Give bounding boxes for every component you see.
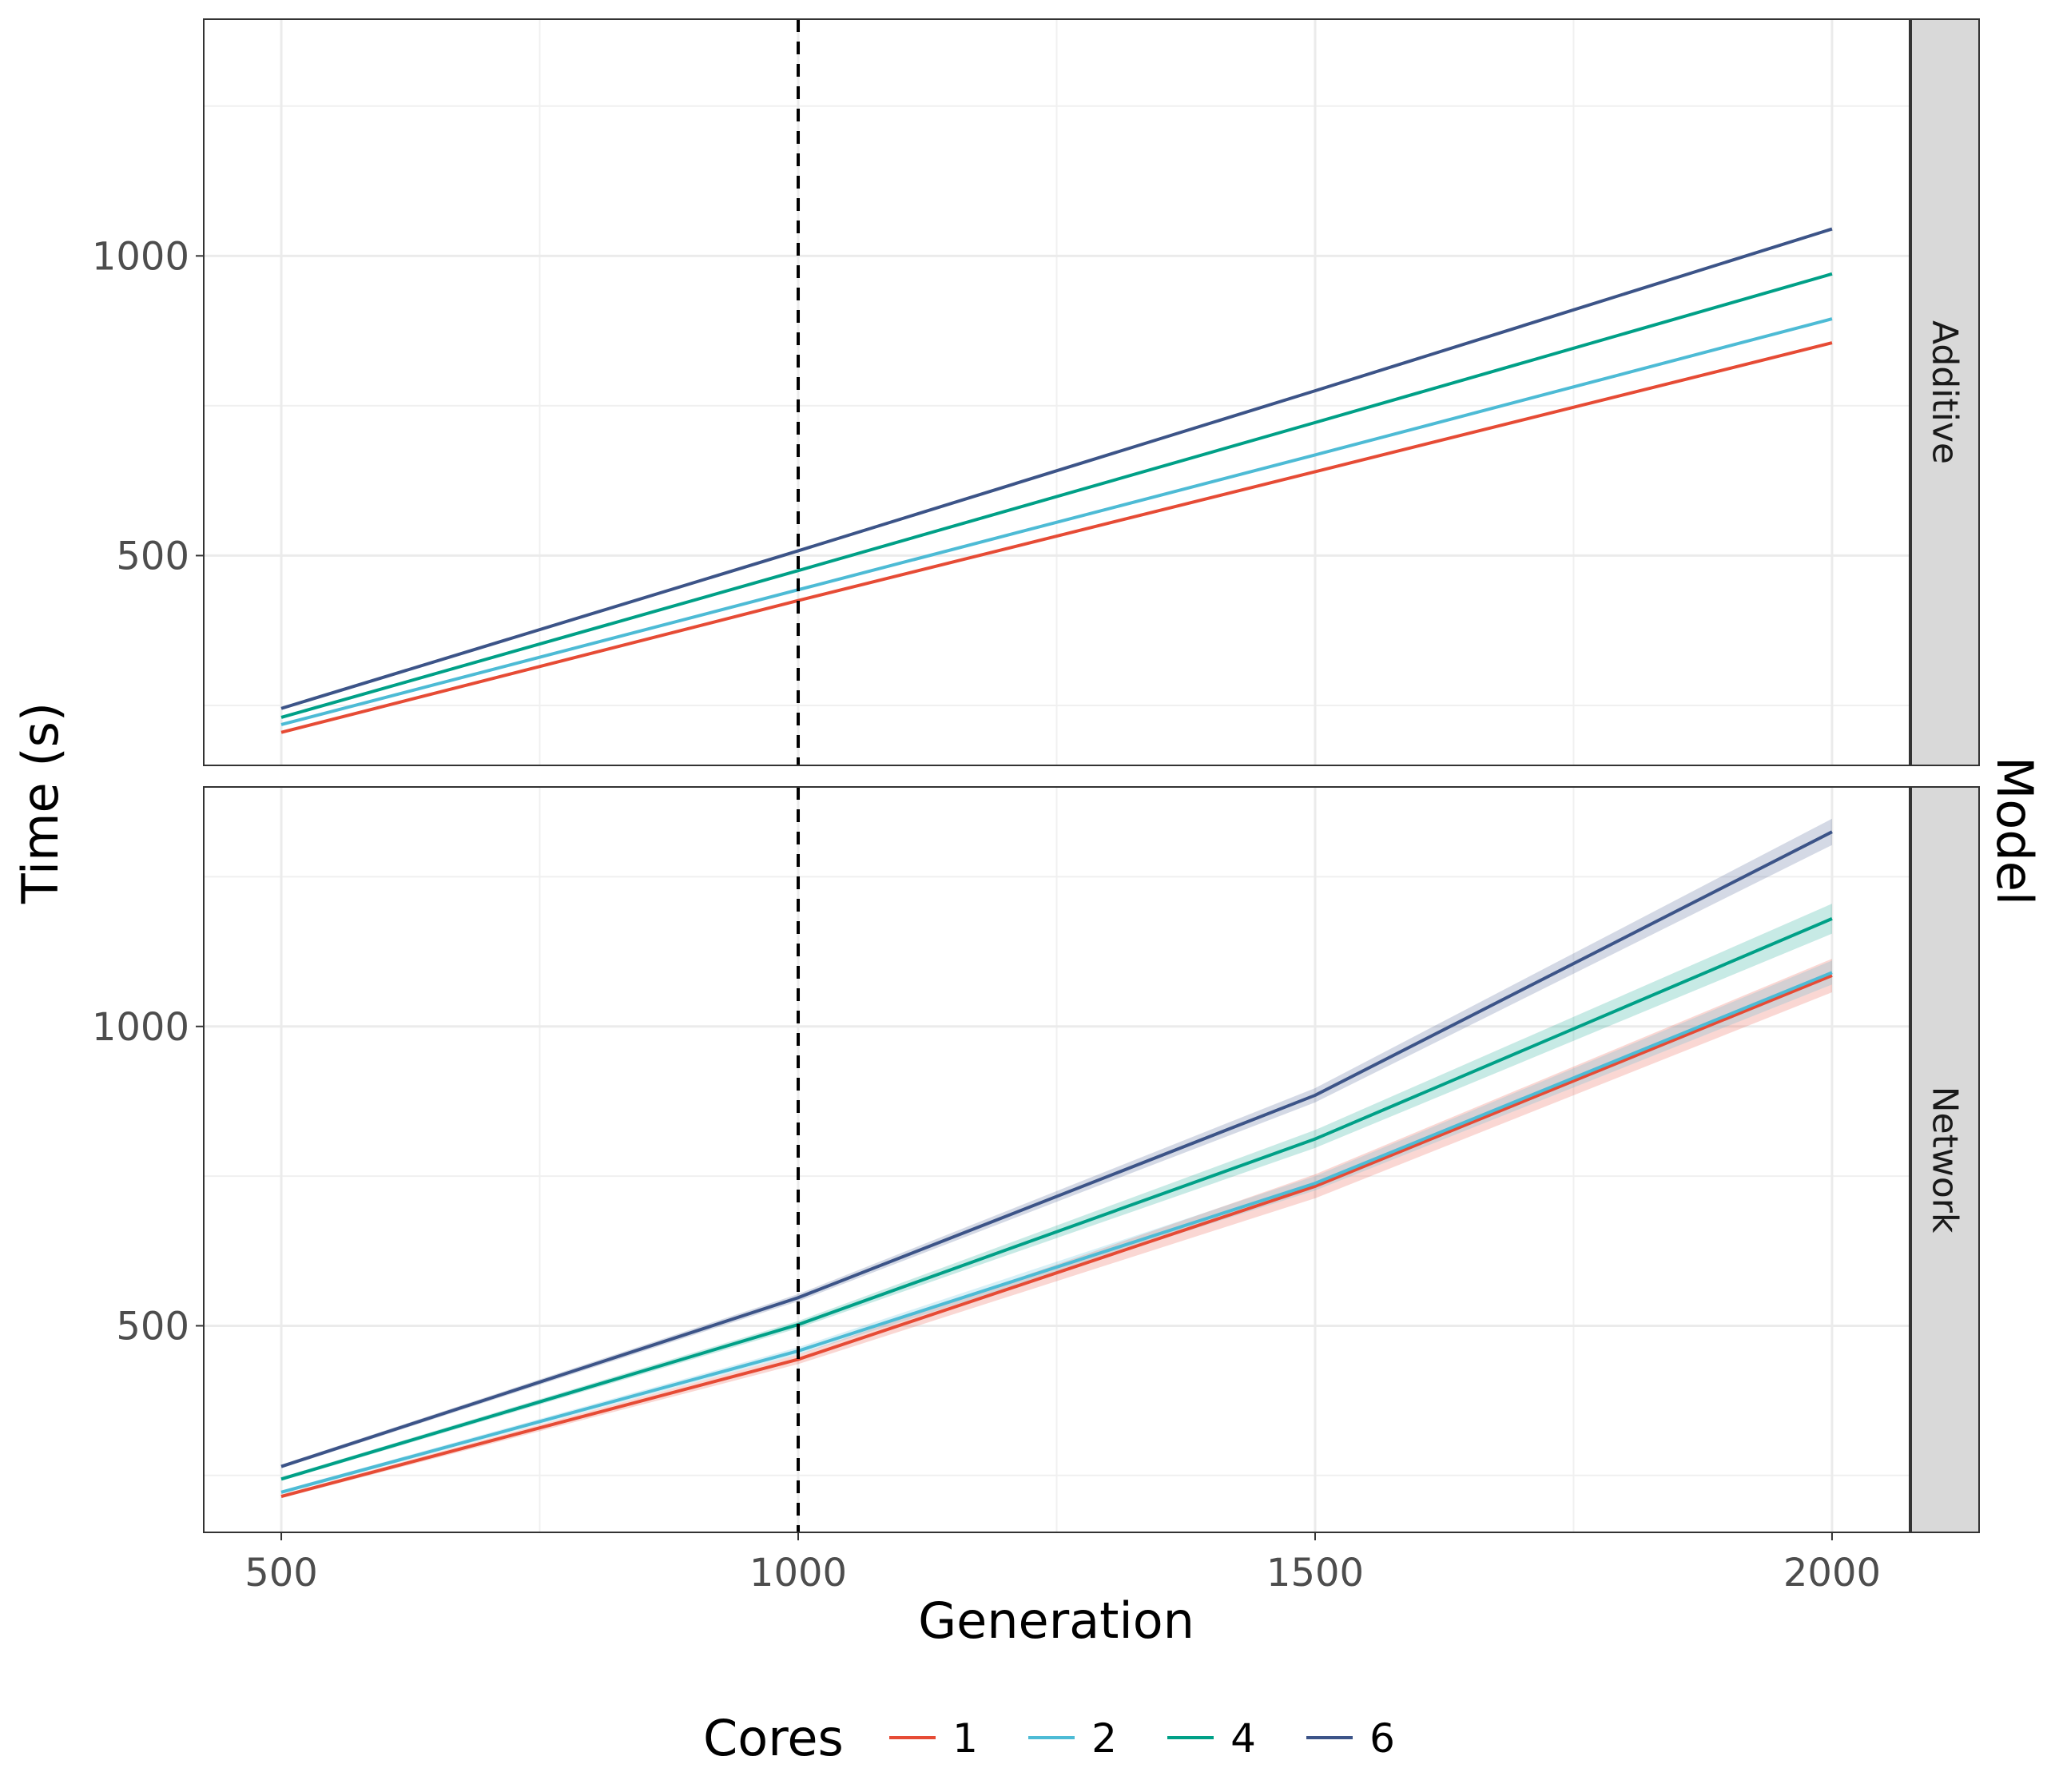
panel-border: [203, 786, 1910, 1533]
legend: Cores 1 2 4 6: [703, 1709, 1395, 1767]
panel-network: 500 1000 Network: [92, 786, 1980, 1533]
series-line-cores-4: [280, 917, 1833, 1481]
series-line-cores-2: [280, 317, 1833, 726]
legend-title: Cores: [703, 1709, 844, 1767]
x-tick-label: 2000: [1783, 1551, 1881, 1595]
series-line-cores-6: [280, 227, 1833, 710]
x-axis-title: Generation: [918, 1591, 1194, 1650]
panel-additive: 500 1000 Additive: [92, 18, 1980, 766]
facet-strip: [1910, 18, 1980, 766]
legend-label-cores-1: 1: [952, 1715, 978, 1762]
y-tick-label: 500: [116, 534, 189, 578]
facet-strip-label: Additive: [1925, 320, 1966, 464]
y-tick-label: 1000: [92, 234, 189, 279]
x-tick-label: 1000: [749, 1551, 847, 1595]
series-line-cores-6: [280, 830, 1833, 1468]
legend-label-cores-2: 2: [1091, 1715, 1117, 1762]
series-line-cores-2: [280, 971, 1833, 1494]
y-tick-label: 1000: [92, 1005, 189, 1050]
series-line-cores-1: [280, 341, 1833, 734]
series-line-cores-4: [280, 272, 1833, 719]
facet-strip: [1910, 786, 1980, 1533]
series-line-cores-1: [280, 974, 1833, 1498]
x-tick-label: 500: [244, 1551, 318, 1595]
x-axis: 500 1000 1500 2000: [244, 1532, 1881, 1595]
facet-strip-label: Network: [1925, 1087, 1966, 1234]
panel-border: [203, 18, 1910, 766]
legend-label-cores-4: 4: [1230, 1715, 1256, 1762]
x-tick-label: 1500: [1266, 1551, 1364, 1595]
y-tick-label: 500: [116, 1304, 189, 1349]
y-axis-title: Time (s): [11, 702, 70, 904]
facet-title: Model: [1985, 757, 2044, 905]
legend-label-cores-6: 6: [1369, 1715, 1395, 1762]
